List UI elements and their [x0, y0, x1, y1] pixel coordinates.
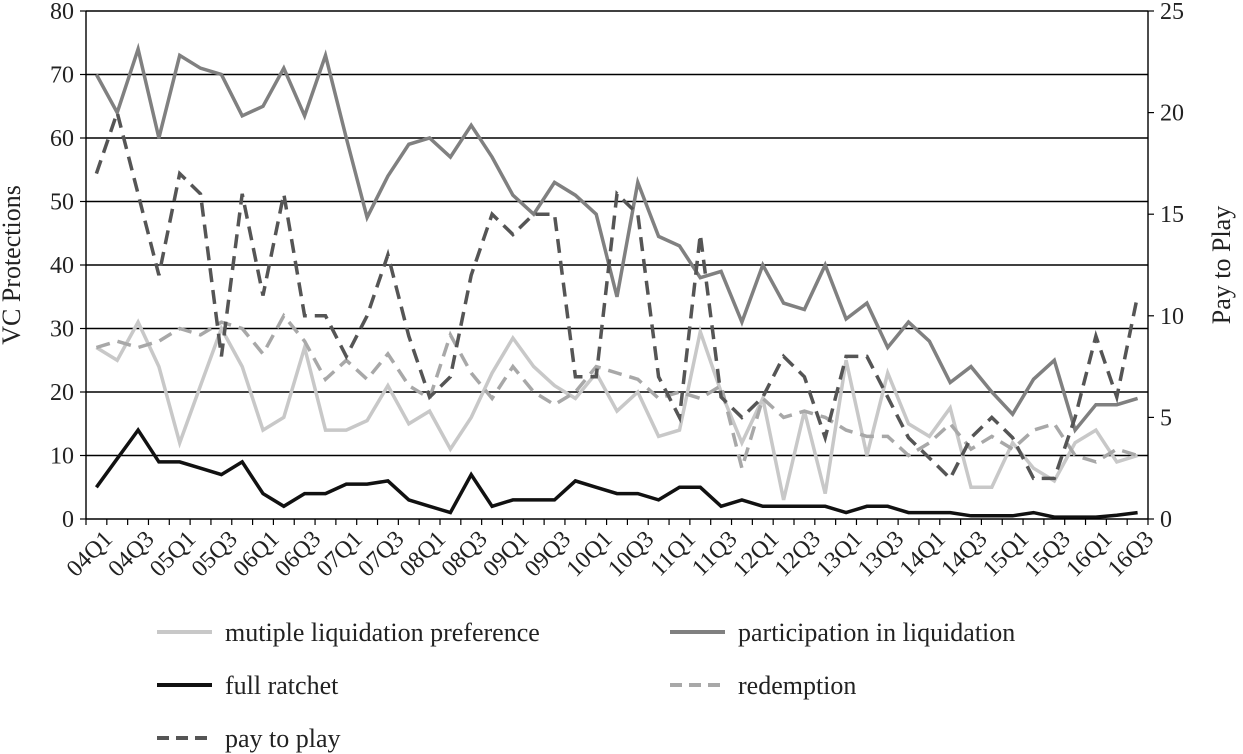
left-tick-label-20: 20 [50, 380, 74, 406]
right-tick-label-15: 15 [1160, 202, 1184, 228]
y2-axis-title: Pay to Play [1207, 206, 1236, 324]
left-tick-label-80: 80 [50, 0, 74, 25]
right-tick-label-5: 5 [1160, 405, 1172, 431]
legend-label-full-ratchet: full ratchet [225, 671, 339, 700]
legend-label-pay-to-play: pay to play [225, 724, 341, 753]
right-tick-label-20: 20 [1160, 101, 1184, 127]
left-tick-label-60: 60 [50, 126, 74, 152]
right-tick-label-0: 0 [1160, 507, 1172, 533]
left-tick-label-70: 70 [50, 63, 74, 89]
legend-item-mutiple-liquidation-preference: mutiple liquidation preference [157, 618, 540, 647]
left-tick-label-30: 30 [50, 317, 74, 343]
left-tick-label-0: 0 [62, 507, 74, 533]
series-line-participation-in-liquidation [94, 42, 1139, 434]
right-tick-label-25: 25 [1160, 0, 1184, 25]
series-line-redemption [95, 312, 1139, 475]
legend-label-participation-in-liquidation: participation in liquidation [738, 618, 1015, 647]
legend-label-redemption: redemption [738, 671, 856, 700]
left-tick-label-40: 40 [50, 253, 74, 279]
series-line-full-ratchet [94, 427, 1138, 519]
right-tick-label-10: 10 [1160, 304, 1184, 330]
legend-label-mutiple-liquidation-preference: mutiple liquidation preference [225, 618, 540, 647]
legend-item-participation-in-liquidation: participation in liquidation [670, 618, 1015, 647]
legend-item-full-ratchet: full ratchet [157, 671, 339, 700]
series-line-pay-to-play [94, 106, 1140, 482]
series-lines [94, 42, 1140, 519]
legend: mutiple liquidation preference participat… [157, 618, 1015, 753]
legend-item-pay-to-play: pay to play [157, 724, 341, 753]
series-line-mutiple-liquidation-preference [95, 318, 1139, 501]
y-axis-title: VC Protections [0, 185, 26, 345]
left-tick-label-10: 10 [50, 444, 74, 470]
left-tick-label-50: 50 [50, 190, 74, 216]
legend-item-redemption: redemption [670, 671, 856, 700]
